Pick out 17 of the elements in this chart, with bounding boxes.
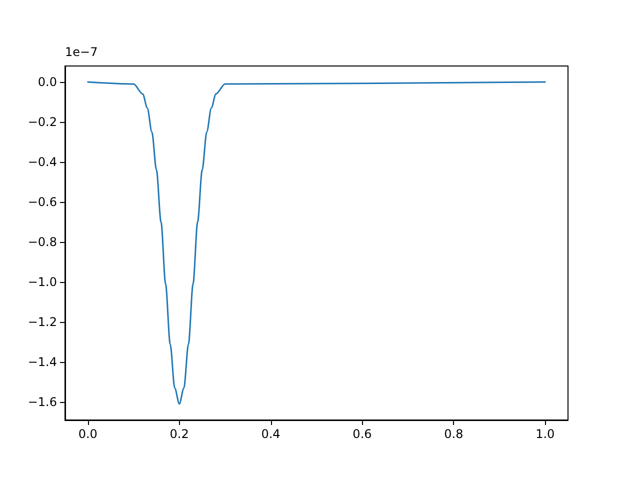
x-tick-label: 0.0 [78,427,98,441]
y-tick-label: −1.6 [28,395,57,409]
text: 1e−7 [65,45,98,59]
y-tick-label: −0.4 [28,155,57,169]
y-tick-label: −0.2 [28,115,57,129]
y-tick-label: −1.4 [28,355,57,369]
y-tick-label: 0.0 [38,75,57,89]
x-tick-label: 0.4 [261,427,280,441]
x-tick-label: 0.2 [170,427,189,441]
x-tick-label: 0.6 [352,427,372,441]
y-tick-label: −0.6 [28,195,57,209]
x-tick-label: 1.0 [536,427,555,441]
y-tick-label: −1.2 [28,315,57,329]
line-series [87,81,546,405]
x-tick-label: 0.8 [444,427,464,441]
y-tick-label: −1.0 [28,275,57,289]
y-tick-label: −0.8 [28,235,57,249]
